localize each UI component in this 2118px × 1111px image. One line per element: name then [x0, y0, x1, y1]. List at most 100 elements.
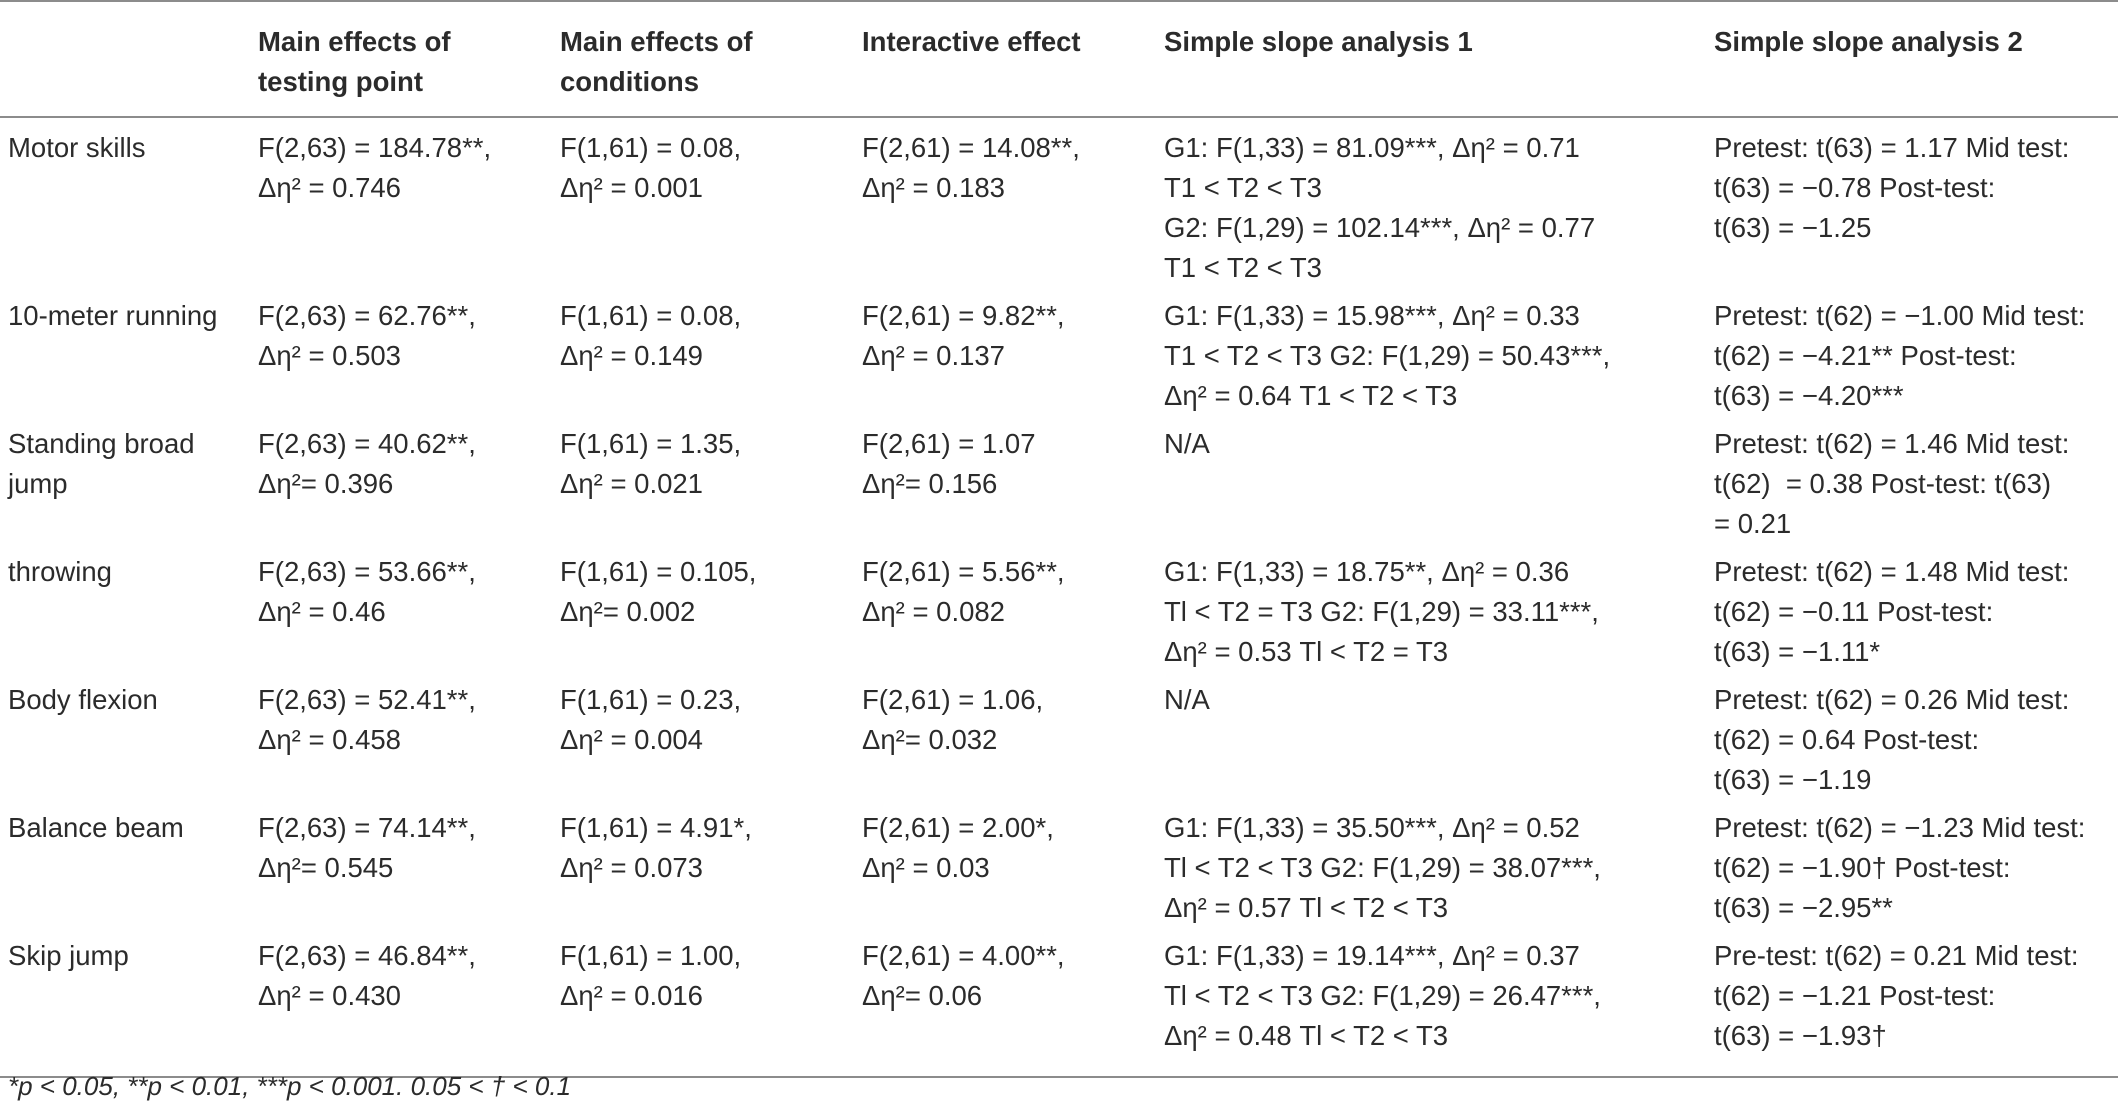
cell-text-line: T1 < T2 < T3 — [1164, 252, 1322, 283]
simple-slope-2-cell: Pretest: t(62) = 1.48 Mid test: t(62) = −… — [1706, 548, 2118, 676]
interactive-effect-cell: F(2,61) = 1.06, Δη²= 0.032 — [854, 676, 1156, 804]
cell-text-line: Δη² = 0.430 — [258, 980, 401, 1011]
cell-text-line: G1: F(1,33) = 35.50***, Δη² = 0.52 — [1164, 812, 1580, 843]
cell-text-line: Δη²= 0.545 — [258, 852, 394, 883]
cell-text-line: t(63) = −2.95** — [1714, 892, 1893, 923]
cell-text-line: F(2,61) = 9.82**, — [862, 300, 1065, 331]
cell-text-line: Tl < T2 < T3 G2: F(1,29) = 38.07***, — [1164, 852, 1601, 883]
cell-text-line: F(2,61) = 4.00**, — [862, 940, 1065, 971]
cell-text-line: Δη² = 0.004 — [560, 724, 703, 755]
table-row: Balance beam F(2,63) = 74.14**, Δη²= 0.545… — [0, 804, 2118, 932]
cell-text-line: Δη² = 0.073 — [560, 852, 703, 883]
cell-text-line: G1: F(1,33) = 18.75**, Δη² = 0.36 — [1164, 556, 1570, 587]
header-cell-interactive-effect: Interactive effect — [862, 26, 1081, 57]
cell-text-line: Δη² = 0.503 — [258, 340, 401, 371]
cell-text-line: F(2,63) = 40.62**, — [258, 428, 476, 459]
cell-text-line: F(2,61) = 2.00*, — [862, 812, 1054, 843]
cell-text-line: Δη² = 0.183 — [862, 172, 1005, 203]
cell-text-line: Δη²= 0.06 — [862, 980, 983, 1011]
table-body: Motor skills F(2,63) = 184.78**, Δη² = 0.7… — [0, 117, 2118, 1077]
cell-text-line: Δη² = 0.46 — [258, 596, 386, 627]
cell-text-line: N/A — [1164, 428, 1210, 459]
header-cell-measure — [0, 1, 250, 117]
cell-text-line: Δη² = 0.57 Tl < T2 < T3 — [1164, 892, 1449, 923]
row-label: throwing — [8, 556, 112, 587]
cell-text-line: G1: F(1,33) = 19.14***, Δη² = 0.37 — [1164, 940, 1580, 971]
simple-slope-2-cell: Pretest: t(62) = 0.26 Mid test: t(62) = 0… — [1706, 676, 2118, 804]
cell-text-line: F(2,61) = 1.06, — [862, 684, 1044, 715]
conditions-cell: F(1,61) = 1.00, Δη² = 0.016 — [552, 932, 854, 1077]
header-cell-simple-slope-1: Simple slope analysis 1 — [1164, 26, 1473, 57]
cell-text-line: F(1,61) = 0.105, — [560, 556, 757, 587]
cell-text-line: Δη² = 0.48 Tl < T2 < T3 — [1164, 1020, 1449, 1051]
cell-text-line: Δη² = 0.03 — [862, 852, 990, 883]
simple-slope-2-cell: Pre-test: t(62) = 0.21 Mid test: t(62) = … — [1706, 932, 2118, 1077]
cell-text-line: Δη² = 0.021 — [560, 468, 703, 499]
cell-text-line: F(1,61) = 1.35, — [560, 428, 742, 459]
cell-text-line: G2: F(1,29) = 102.14***, Δη² = 0.77 — [1164, 212, 1596, 243]
simple-slope-1-cell: G1: F(1,33) = 19.14***, Δη² = 0.37 Tl < T… — [1156, 932, 1706, 1077]
table-row: Body flexion F(2,63) = 52.41**, Δη² = 0.45… — [0, 676, 2118, 804]
cell-text-line: F(1,61) = 0.08, — [560, 300, 742, 331]
cell-text-line: Δη²= 0.156 — [862, 468, 998, 499]
table-row: 10-meter running F(2,63) = 62.76**, Δη² = … — [0, 292, 2118, 420]
row-label: Body flexion — [8, 684, 158, 715]
testing-point-cell: F(2,63) = 62.76**, Δη² = 0.503 — [250, 292, 552, 420]
cell-text-line: Δη² = 0.64 T1 < T2 < T3 — [1164, 380, 1458, 411]
cell-text-line: = 0.21 — [1714, 508, 1792, 539]
testing-point-cell: F(2,63) = 40.62**, Δη²= 0.396 — [250, 420, 552, 548]
cell-text-line: T1 < T2 < T3 G2: F(1,29) = 50.43***, — [1164, 340, 1611, 371]
interactive-effect-cell: F(2,61) = 4.00**, Δη²= 0.06 — [854, 932, 1156, 1077]
cell-text-line: t(63) = −0.78 Post-test: — [1714, 172, 1996, 203]
cell-text-line: Pretest: t(62) = 1.46 Mid test: — [1714, 428, 2070, 459]
cell-text-line: Pretest: t(62) = 1.48 Mid test: — [1714, 556, 2070, 587]
simple-slope-1-cell: G1: F(1,33) = 15.98***, Δη² = 0.33 T1 < T… — [1156, 292, 1706, 420]
cell-text-line: Δη²= 0.396 — [258, 468, 394, 499]
row-label: Standing broad jump — [8, 428, 195, 499]
cell-text-line: t(62) = 0.38 Post-test: t(63) — [1714, 468, 2052, 499]
simple-slope-1-cell: G1: F(1,33) = 81.09***, Δη² = 0.71 T1 < T… — [1156, 117, 1706, 292]
row-label: Balance beam — [8, 812, 184, 843]
conditions-cell: F(1,61) = 1.35, Δη² = 0.021 — [552, 420, 854, 548]
cell-text-line: F(1,61) = 0.23, — [560, 684, 742, 715]
interactive-effect-cell: F(2,61) = 9.82**, Δη² = 0.137 — [854, 292, 1156, 420]
cell-text-line: Δη² = 0.016 — [560, 980, 703, 1011]
simple-slope-2-cell: Pretest: t(62) = 1.46 Mid test: t(62) = 0… — [1706, 420, 2118, 548]
cell-text-line: Δη²= 0.032 — [862, 724, 998, 755]
cell-text-line: F(1,61) = 0.08, — [560, 132, 742, 163]
cell-text-line: Δη²= 0.002 — [560, 596, 696, 627]
cell-text-line: F(2,63) = 74.14**, — [258, 812, 476, 843]
cell-text-line: t(62) = 0.64 Post-test: — [1714, 724, 1980, 755]
cell-text-line: Tl < T2 < T3 G2: F(1,29) = 26.47***, — [1164, 980, 1601, 1011]
header-row: Main effects of testing point Main effec… — [0, 1, 2118, 117]
cell-text-line: F(1,61) = 1.00, — [560, 940, 742, 971]
cell-text-line: N/A — [1164, 684, 1210, 715]
cell-text-line: t(63) = −1.25 — [1714, 212, 1872, 243]
simple-slope-1-cell: N/A — [1156, 676, 1706, 804]
cell-text-line: Tl < T2 = T3 G2: F(1,29) = 33.11***, — [1164, 596, 1599, 627]
cell-text-line: F(2,63) = 46.84**, — [258, 940, 476, 971]
cell-text-line: Pre-test: t(62) = 0.21 Mid test: — [1714, 940, 2079, 971]
conditions-cell: F(1,61) = 0.08, Δη² = 0.149 — [552, 292, 854, 420]
row-label: Motor skills — [8, 132, 146, 163]
cell-text-line: t(63) = −1.19 — [1714, 764, 1872, 795]
table-row: Standing broad jump F(2,63) = 40.62**, Δη²… — [0, 420, 2118, 548]
table-footnote: *p < 0.05, **p < 0.01, ***p < 0.001. 0.0… — [8, 1071, 572, 1101]
cell-text-line: Pretest: t(63) = 1.17 Mid test: — [1714, 132, 2070, 163]
cell-text-line: Δη² = 0.746 — [258, 172, 401, 203]
table-row: Motor skills F(2,63) = 184.78**, Δη² = 0.7… — [0, 117, 2118, 292]
conditions-cell: F(1,61) = 4.91*, Δη² = 0.073 — [552, 804, 854, 932]
cell-text-line: F(2,63) = 62.76**, — [258, 300, 476, 331]
simple-slope-2-cell: Pretest: t(62) = −1.00 Mid test: t(62) = … — [1706, 292, 2118, 420]
cell-text-line: Δη² = 0.149 — [560, 340, 703, 371]
testing-point-cell: F(2,63) = 74.14**, Δη²= 0.545 — [250, 804, 552, 932]
testing-point-cell: F(2,63) = 53.66**, Δη² = 0.46 — [250, 548, 552, 676]
header-cell-testing-point: Main effects of testing point — [258, 26, 451, 97]
cell-text-line: Δη² = 0.082 — [862, 596, 1005, 627]
cell-text-line: T1 < T2 < T3 — [1164, 172, 1322, 203]
cell-text-line: t(62) = −1.21 Post-test: — [1714, 980, 1996, 1011]
cell-text-line: Pretest: t(62) = −1.00 Mid test: — [1714, 300, 2086, 331]
cell-text-line: Δη² = 0.001 — [560, 172, 703, 203]
interactive-effect-cell: F(2,61) = 14.08**, Δη² = 0.183 — [854, 117, 1156, 292]
testing-point-cell: F(2,63) = 46.84**, Δη² = 0.430 — [250, 932, 552, 1077]
